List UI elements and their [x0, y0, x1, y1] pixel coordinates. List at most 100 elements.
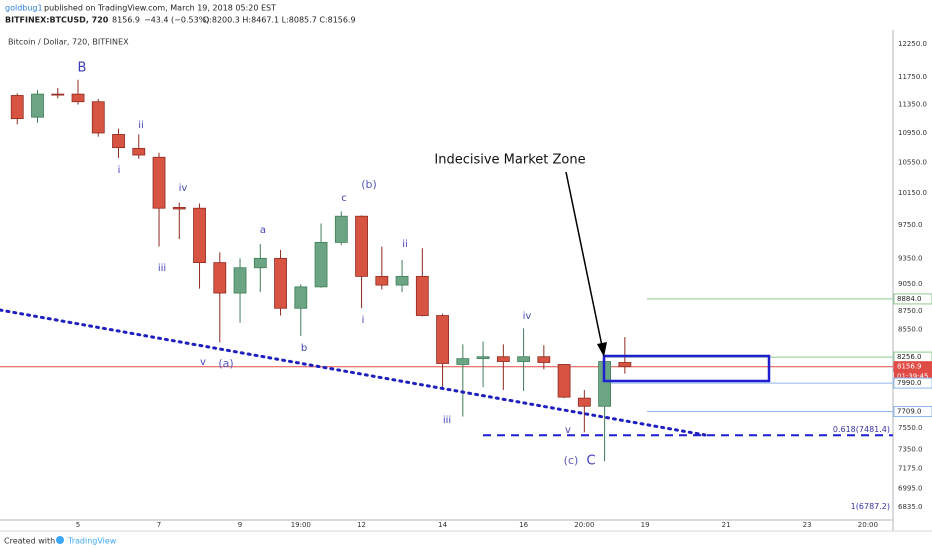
candle-body	[112, 134, 125, 149]
y-tick-label: 8750.0	[898, 307, 923, 315]
brand[interactable]: TradingView	[67, 537, 117, 546]
labels: 12250.0 11750.0 11350.0 10950.0 10550.0 10150…	[76, 40, 932, 529]
x-tick-label: 20:00	[858, 521, 878, 529]
wave-label: C	[586, 454, 595, 469]
candle-body	[537, 356, 551, 363]
candle-body	[436, 315, 449, 364]
y-tick-label: 11750.0	[898, 73, 927, 81]
candle-body	[334, 215, 348, 243]
candle-body	[71, 93, 85, 103]
y-tick-label: 7550.0	[898, 424, 923, 432]
candle-body	[456, 358, 470, 365]
x-tick-label: 5	[76, 521, 80, 529]
wave-label: b	[301, 343, 307, 354]
wave-label: ii	[138, 120, 144, 131]
arrow-shaft	[565, 171, 603, 347]
wave-label: a	[260, 225, 266, 236]
logo	[56, 536, 64, 544]
y-tick-label: 9350.0	[898, 254, 923, 262]
symbol: BITFINEX:BTCUSD, 720	[5, 16, 109, 25]
candle-body	[274, 257, 287, 309]
candle-body	[152, 156, 166, 209]
candle-body	[253, 257, 267, 269]
wave-label: c	[341, 193, 347, 204]
level-tag	[893, 293, 932, 305]
candle-body	[132, 147, 146, 156]
wave-label: i	[118, 165, 121, 176]
created-with: Created with	[4, 537, 55, 546]
y-tick-label: 10150.0	[898, 189, 927, 197]
candle-body	[496, 356, 510, 362]
x-tick-label: 20:00	[574, 521, 594, 529]
candle-body	[51, 93, 65, 96]
x-tick-label: 9	[238, 521, 242, 529]
wave-label: (b)	[361, 178, 377, 191]
zone-box	[602, 354, 771, 383]
y-tick-label: 9750.0	[898, 221, 923, 229]
author[interactable]: goldbug1	[5, 4, 43, 13]
y-tick-label: 7175.0	[898, 464, 923, 472]
published: published on TradingView.com, March 19, …	[44, 4, 276, 13]
trendline	[0, 308, 707, 437]
last-price: 8156.9	[112, 16, 140, 25]
fib-label: 1(6787.2)	[851, 502, 890, 511]
y-tick-label: 9050.0	[898, 280, 923, 288]
wave-label: B	[78, 61, 87, 76]
y-tick-label: 10550.0	[898, 159, 927, 167]
x-tick-label: 7	[157, 521, 161, 529]
candle-body	[375, 275, 389, 286]
wave-label: iv	[179, 183, 188, 194]
candle-body	[172, 206, 186, 210]
y-tick-label: 8550.0	[898, 325, 923, 333]
arrow-head	[597, 342, 607, 357]
candle-body	[233, 267, 247, 294]
candle-body	[294, 286, 308, 309]
wave-label: v	[200, 357, 206, 368]
candle-body	[517, 356, 530, 362]
level-tag	[893, 377, 932, 389]
wave-label: (a)	[218, 357, 233, 370]
candle-body	[314, 241, 328, 288]
y-tick-label: 6995.0	[898, 485, 923, 493]
level-label: 8156.9	[897, 363, 922, 371]
candle-body	[577, 397, 591, 407]
candle-body	[91, 101, 105, 134]
wave-label: iv	[523, 311, 532, 322]
candle-body	[618, 362, 632, 368]
x-tick-label: 23	[803, 521, 812, 529]
candle-body	[31, 93, 44, 118]
x-tick-label: 12	[357, 521, 366, 529]
candle-body	[476, 356, 490, 360]
candle-body	[415, 275, 429, 316]
level-tag	[893, 406, 932, 418]
y-tick-label: 12250.0	[898, 40, 927, 48]
wave-label: i	[362, 315, 365, 326]
countdown: 01:39:45	[897, 373, 928, 381]
ohlc: O:8200.3 H:8467.1 L:8085.7 C:8156.9	[203, 16, 356, 25]
chart-title: Bitcoin / Dollar, 720, BITFINEX	[8, 38, 129, 47]
candle-body	[557, 364, 571, 398]
wave-label: iii	[443, 415, 451, 426]
candle-body	[10, 95, 24, 120]
x-tick-label: 16	[519, 521, 528, 529]
x-tick-label: 19	[641, 521, 650, 529]
candle-body	[213, 262, 227, 294]
level-label: 7990.0	[897, 379, 922, 387]
candle-body	[395, 275, 409, 286]
plot	[0, 79, 893, 462]
callout: Indecisive Market Zone	[434, 153, 585, 168]
wave-label: v	[565, 425, 571, 436]
y-tick-label: 11350.0	[898, 101, 927, 109]
change: −43.4 (−0.53%)	[144, 16, 209, 25]
candle-body	[355, 215, 368, 277]
y-tick-label: 7350.0	[898, 445, 923, 453]
y-tick-label: 6835.0	[898, 503, 923, 511]
level-label: 8256.0	[897, 353, 922, 361]
fib-label: 0.618(7481.4)	[833, 425, 890, 434]
countdown-tag	[894, 371, 932, 382]
x-tick-label: 14	[438, 521, 447, 529]
level-label: 7709.0	[897, 408, 922, 416]
wave-label: (c)	[564, 454, 579, 467]
